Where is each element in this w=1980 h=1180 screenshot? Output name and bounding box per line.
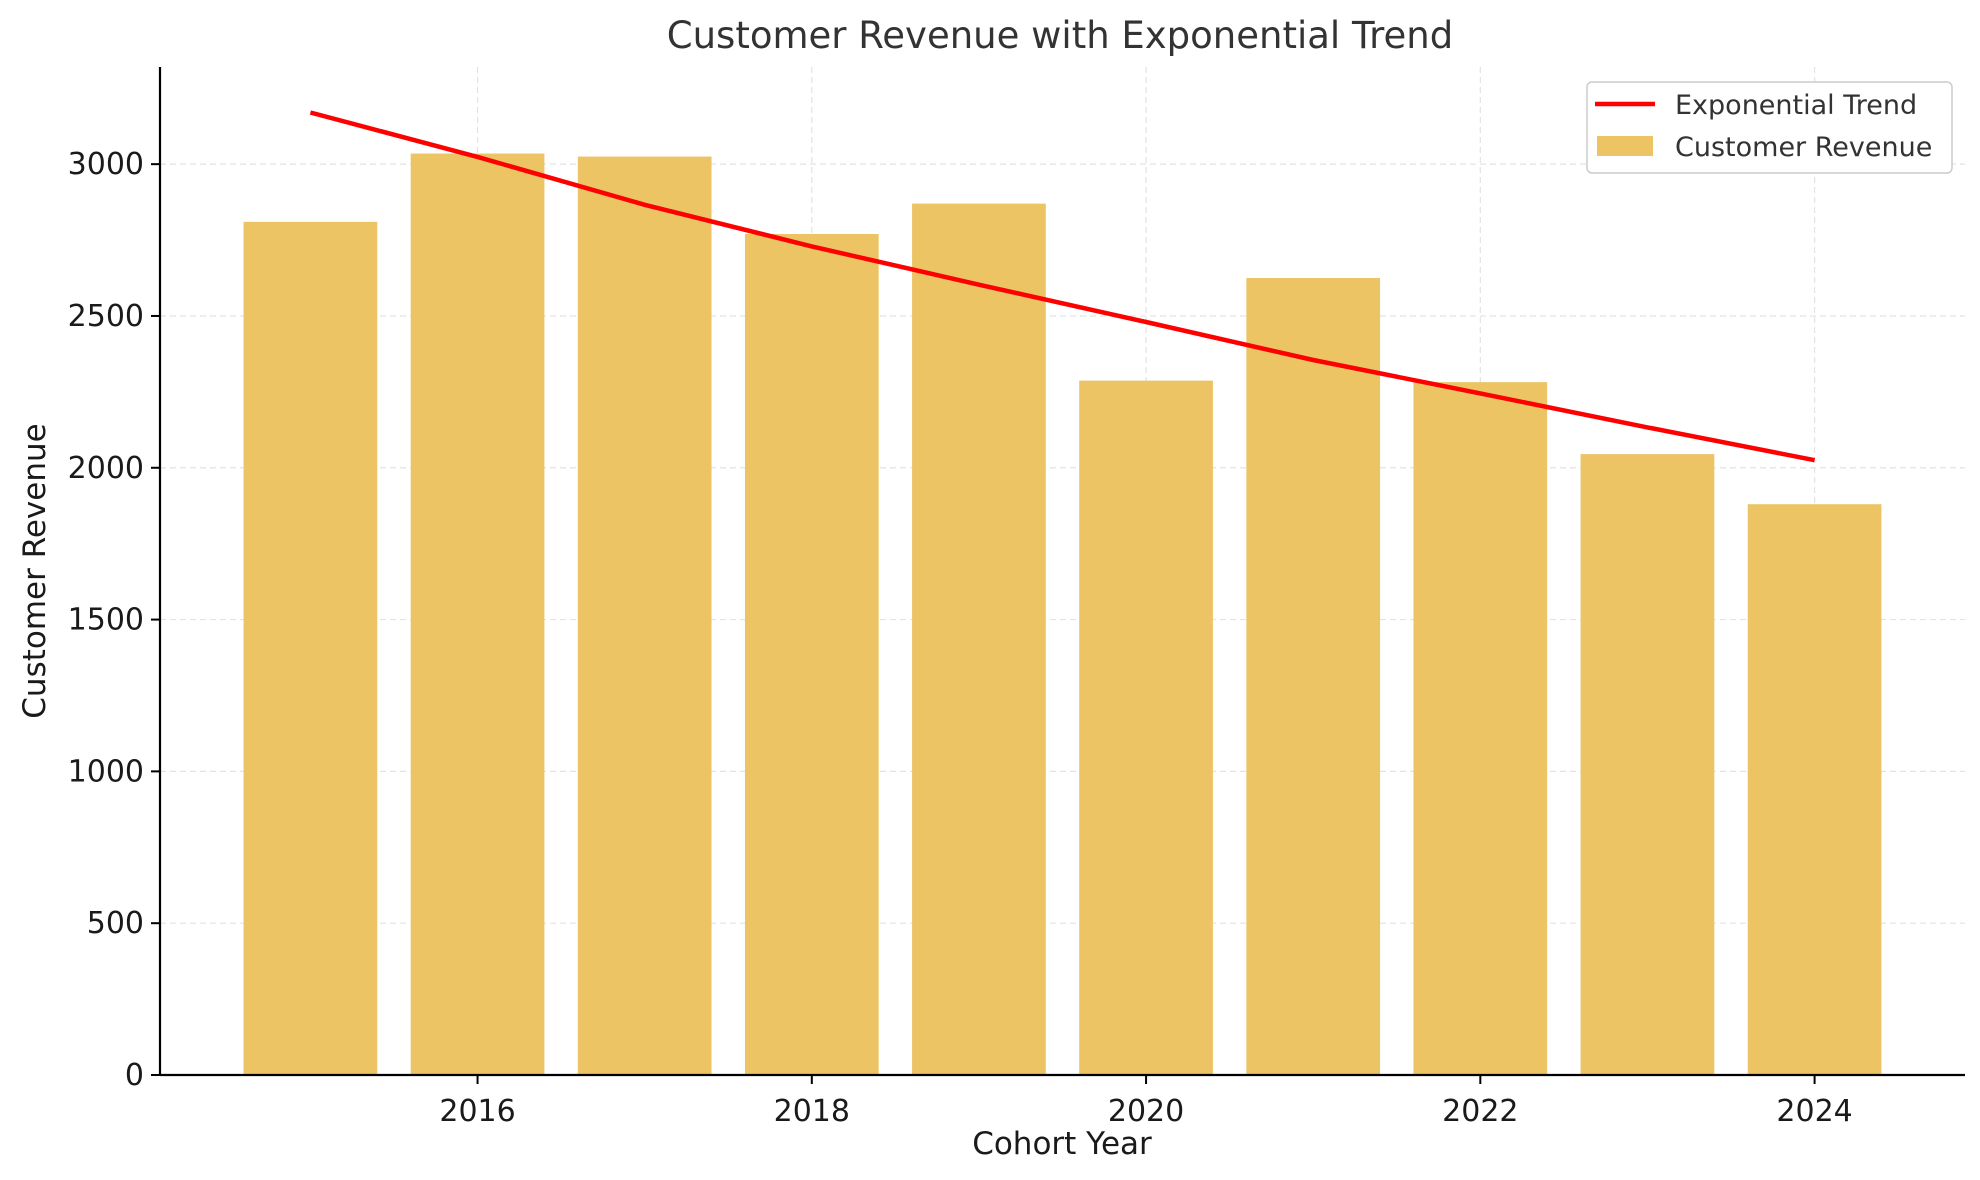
legend-bar-swatch [1597,136,1653,156]
bar [577,156,712,1075]
bar [1580,454,1715,1076]
legend-bar-label: Customer Revenue [1675,132,1932,163]
x-ticks: 2016 2018 2020 2022 2024 [439,1075,1853,1129]
y-ticks: 0 500 1000 1500 2000 2500 3000 [68,147,160,1093]
trend-line [309,110,1816,463]
bar [410,153,545,1075]
y-tick-label: 3000 [68,147,144,182]
x-tick-label: 2018 [774,1094,850,1129]
y-tick-label: 0 [125,1058,144,1093]
trend-series [309,110,1816,463]
bar [243,221,378,1075]
legend: Exponential Trend Customer Revenue [1586,81,1953,174]
y-tick-label: 2000 [68,451,144,486]
x-tick-label: 2022 [1442,1094,1518,1129]
bar [1413,382,1548,1075]
bar [1079,380,1213,1075]
bar [744,233,879,1076]
x-axis-title: Cohort Year [972,1126,1152,1162]
axes [158,67,1965,1077]
legend-frame [1586,81,1953,174]
y-axis-title: Customer Revenue [17,423,53,718]
y-tick-label: 500 [87,906,144,941]
chart-title: Customer Revenue with Exponential Trend [667,14,1453,57]
bar-series [243,153,1882,1076]
y-tick-label: 1000 [68,754,144,789]
bar [912,203,1046,1075]
y-tick-label: 1500 [68,603,144,638]
x-tick-label: 2024 [1776,1094,1852,1129]
x-tick-label: 2020 [1108,1094,1184,1129]
bar [1747,504,1882,1075]
bar [1246,278,1381,1075]
x-tick-label: 2016 [439,1094,515,1129]
y-tick-label: 2500 [68,299,144,334]
legend-trend-label: Exponential Trend [1675,90,1917,121]
